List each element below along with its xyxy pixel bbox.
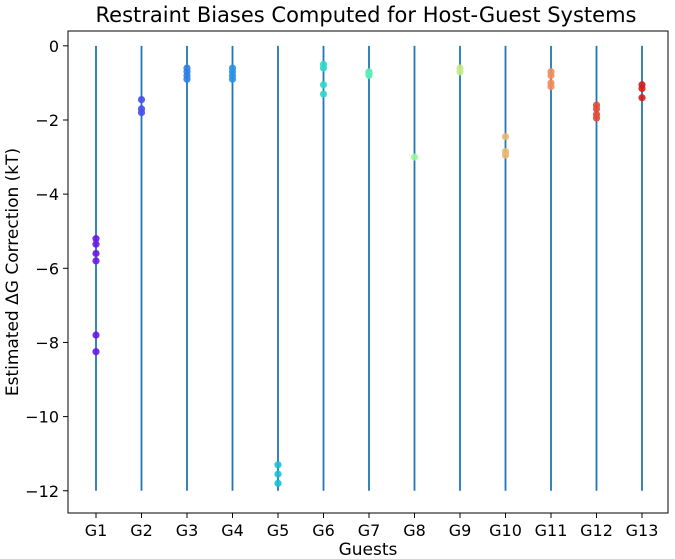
data-point-g6 bbox=[319, 64, 328, 72]
data-point-g8 bbox=[410, 153, 419, 161]
y-tick-label: 0 bbox=[49, 37, 59, 56]
guest-vlines bbox=[95, 45, 643, 491]
x-tick-label: G3 bbox=[176, 521, 199, 540]
y-tick-label: −2 bbox=[35, 111, 59, 130]
x-axis-label: Guests bbox=[339, 540, 398, 559]
x-tick-label: G7 bbox=[358, 521, 381, 540]
data-point-g1 bbox=[92, 348, 100, 356]
y-tick-label: −12 bbox=[25, 482, 59, 501]
data-point-g6 bbox=[319, 81, 328, 89]
x-tick-label: G1 bbox=[85, 521, 108, 540]
data-point-g7 bbox=[365, 71, 373, 80]
x-tick-label: G12 bbox=[580, 521, 613, 540]
x-tick-label: G8 bbox=[403, 521, 426, 540]
data-point-g13 bbox=[638, 94, 646, 102]
x-tick-label: G5 bbox=[267, 521, 290, 540]
x-tick-label: G6 bbox=[312, 521, 335, 540]
y-axis-ticks: 0 −2 −4 −6 −8 −10 −12 bbox=[25, 37, 68, 501]
data-point-g5 bbox=[274, 479, 282, 487]
y-tick-label: −10 bbox=[25, 408, 59, 427]
x-tick-label: G4 bbox=[221, 521, 244, 540]
y-tick-label: −8 bbox=[35, 333, 59, 352]
chart-title: Restraint Biases Computed for Host-Guest… bbox=[96, 3, 637, 27]
x-tick-label: G9 bbox=[449, 521, 472, 540]
data-point-g12 bbox=[592, 105, 601, 113]
data-point-g1 bbox=[92, 240, 100, 248]
data-point-g1 bbox=[92, 257, 100, 265]
data-point-g3 bbox=[183, 75, 191, 83]
plot-frame bbox=[67, 30, 669, 514]
y-tick-label: −6 bbox=[35, 259, 59, 278]
data-point-g9 bbox=[456, 68, 464, 76]
data-point-g2 bbox=[137, 95, 146, 104]
x-tick-label: G2 bbox=[130, 521, 153, 540]
data-point-g10 bbox=[501, 133, 510, 141]
data-points bbox=[92, 60, 646, 487]
x-tick-label: G11 bbox=[535, 521, 568, 540]
y-tick-label: −4 bbox=[35, 185, 59, 204]
data-point-g2 bbox=[137, 108, 146, 117]
data-point-g5 bbox=[274, 470, 282, 478]
data-point-g11 bbox=[547, 71, 555, 80]
data-point-g13 bbox=[638, 84, 646, 93]
data-point-g1 bbox=[92, 249, 100, 258]
data-point-g6 bbox=[319, 90, 328, 98]
x-axis-ticks: G1 G2 G3 G4 G5 G6 G7 G8 G9 G10 G11 G12 G13 bbox=[85, 513, 659, 540]
x-tick-label: G13 bbox=[626, 521, 659, 540]
y-axis-label: Estimated ΔG Correction (kT) bbox=[3, 148, 23, 396]
data-point-g1 bbox=[92, 331, 100, 339]
data-point-g5 bbox=[274, 461, 282, 469]
data-point-g1 bbox=[92, 235, 100, 243]
data-point-g11 bbox=[547, 83, 555, 91]
data-point-g10 bbox=[501, 151, 510, 159]
x-tick-label: G10 bbox=[489, 521, 522, 540]
data-point-g12 bbox=[592, 114, 601, 122]
data-point-g4 bbox=[228, 75, 237, 83]
